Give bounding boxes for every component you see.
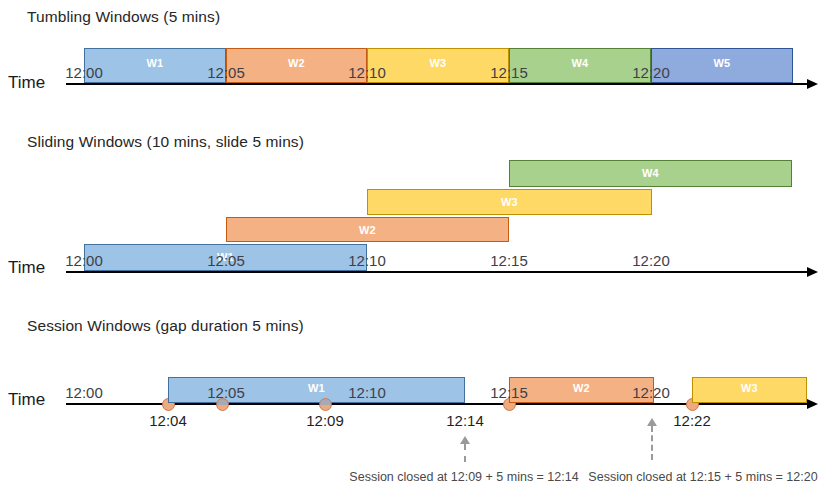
tumbling-tick-12-15: 12:15 xyxy=(490,64,528,81)
tumbling-time-axis xyxy=(66,83,808,85)
tumbling-tick-12-00: 12:00 xyxy=(65,64,103,81)
sliding-time-axis xyxy=(66,271,808,273)
sliding-tick-12-00: 12:00 xyxy=(65,252,103,269)
sliding-window-label-w4: W4 xyxy=(510,167,791,179)
sliding-time-axis-arrowhead xyxy=(807,267,818,277)
session-time-axis-label: Time xyxy=(8,390,45,410)
tumbling-window-label-w4: W4 xyxy=(510,57,650,69)
sliding-window-label-w3: W3 xyxy=(368,196,651,208)
tumbling-window-w2: W2 xyxy=(226,48,367,83)
session-window-w3: W3 xyxy=(692,377,807,403)
tumbling-window-label-w2: W2 xyxy=(227,57,366,69)
session-close-arrow-line-1 xyxy=(651,426,653,460)
session-tick-12-05: 12:05 xyxy=(207,384,245,401)
session-tick-12-00: 12:00 xyxy=(65,384,103,401)
session-event-time-12-04: 12:04 xyxy=(149,412,187,429)
tumbling-section-title: Tumbling Windows (5 mins) xyxy=(27,8,220,26)
tumbling-window-w1: W1 xyxy=(84,48,226,83)
session-section-title: Session Windows (gap duration 5 mins) xyxy=(27,317,304,335)
sliding-window-w2: W2 xyxy=(226,217,509,242)
tumbling-time-axis-arrowhead xyxy=(807,79,818,89)
tumbling-tick-12-05: 12:05 xyxy=(207,64,245,81)
tumbling-window-label-w1: W1 xyxy=(85,57,225,69)
sliding-tick-12-15: 12:15 xyxy=(490,252,528,269)
session-close-arrow-head-0 xyxy=(460,436,470,444)
sliding-window-w4: W4 xyxy=(509,160,792,187)
session-tick-12-10: 12:10 xyxy=(348,384,386,401)
tumbling-window-label-w5: W5 xyxy=(652,57,792,69)
tumbling-window-label-w3: W3 xyxy=(368,57,508,69)
session-event-time-12-14: 12:14 xyxy=(446,412,484,429)
session-event-time-12-22: 12:22 xyxy=(673,412,711,429)
session-tick-12-20: 12:20 xyxy=(632,384,670,401)
sliding-tick-12-20: 12:20 xyxy=(632,252,670,269)
tumbling-tick-12-20: 12:20 xyxy=(632,64,670,81)
session-tick-12-15: 12:15 xyxy=(490,384,528,401)
session-close-arrow-line-0 xyxy=(464,444,466,462)
session-event-time-12-09: 12:09 xyxy=(306,412,344,429)
session-event-dot-2 xyxy=(319,398,332,411)
tumbling-window-w3: W3 xyxy=(367,48,509,83)
tumbling-time-axis-label: Time xyxy=(8,73,45,93)
session-window-label-w3: W3 xyxy=(693,382,806,394)
session-close-annotation-0: Session closed at 12:09 + 5 mins = 12:14 xyxy=(349,470,578,484)
stream-windowing-diagram: Tumbling Windows (5 mins)TimeW1W2W3W4W51… xyxy=(0,0,829,498)
sliding-time-axis-label: Time xyxy=(8,258,45,278)
session-close-annotation-1: Session closed at 12:15 + 5 mins = 12:20 xyxy=(588,470,817,484)
sliding-window-w3: W3 xyxy=(367,189,652,215)
sliding-tick-12-05: 12:05 xyxy=(207,252,245,269)
session-close-arrow-head-1 xyxy=(647,418,657,426)
tumbling-window-w4: W4 xyxy=(509,48,651,83)
sliding-tick-12-10: 12:10 xyxy=(348,252,386,269)
sliding-window-label-w2: W2 xyxy=(227,224,508,236)
sliding-section-title: Sliding Windows (10 mins, slide 5 mins) xyxy=(27,133,304,151)
tumbling-window-w5: W5 xyxy=(651,48,793,83)
session-time-axis-arrowhead xyxy=(807,399,818,409)
tumbling-tick-12-10: 12:10 xyxy=(348,64,386,81)
